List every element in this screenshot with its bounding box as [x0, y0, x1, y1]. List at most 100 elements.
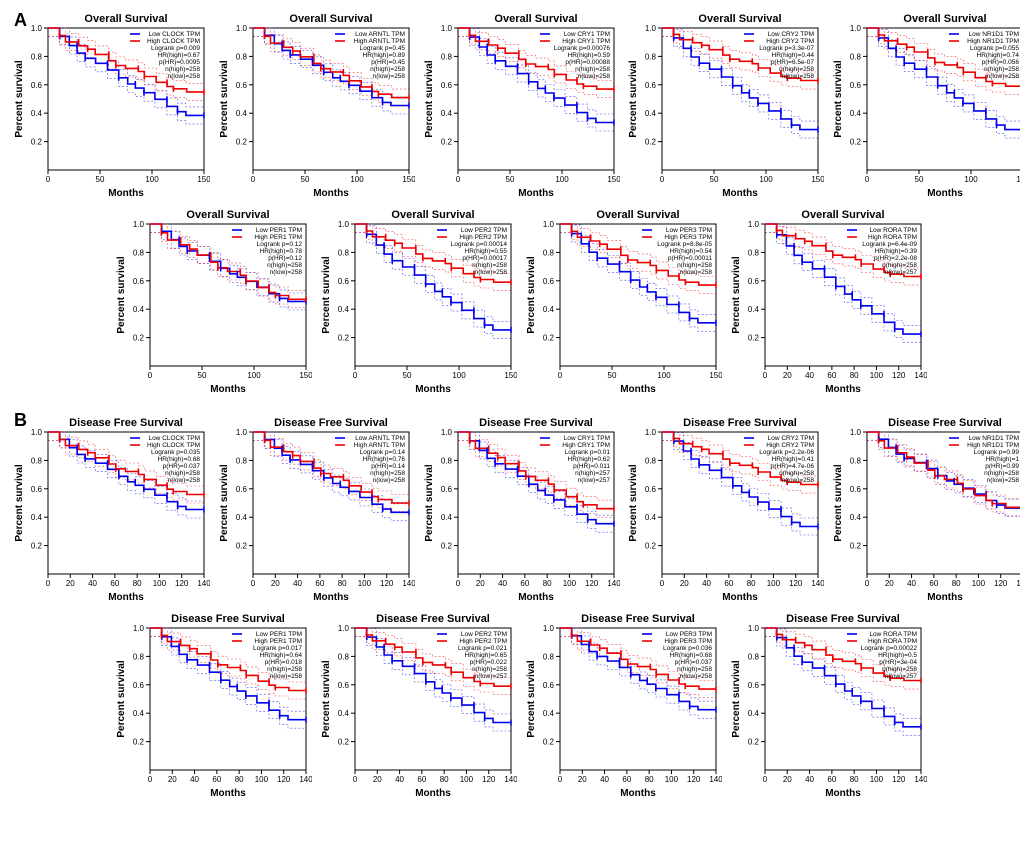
svg-text:1.0: 1.0	[543, 220, 555, 229]
km-plot-ARNTL: Overall Survival0.20.40.60.81.0050100150…	[215, 10, 415, 200]
km-plot-PER3: Disease Free Survival0.20.40.60.81.00204…	[522, 610, 722, 800]
svg-text:100: 100	[452, 371, 466, 380]
svg-text:0.6: 0.6	[748, 277, 760, 286]
svg-text:140: 140	[709, 775, 722, 784]
svg-text:0: 0	[353, 775, 358, 784]
svg-text:0: 0	[660, 579, 665, 588]
x-axis-label: Months	[108, 592, 144, 603]
legend-line: n(high)=258	[267, 666, 302, 673]
svg-text:0.6: 0.6	[850, 485, 862, 494]
svg-text:80: 80	[747, 579, 756, 588]
svg-text:60: 60	[827, 775, 836, 784]
svg-text:140: 140	[197, 579, 210, 588]
svg-text:0.6: 0.6	[645, 485, 657, 494]
legend-line: Logrank p=0.14	[359, 449, 405, 456]
svg-text:80: 80	[542, 579, 551, 588]
legend-line: High PER2 TPM	[459, 638, 507, 645]
x-axis-label: Months	[415, 384, 451, 395]
legend-line: High CRY1 TPM	[562, 442, 610, 449]
legend-line: High CLOCK TPM	[147, 38, 200, 45]
svg-text:20: 20	[373, 775, 382, 784]
x-axis-label: Months	[210, 788, 246, 799]
legend-line: n(low)=258	[270, 269, 303, 276]
svg-text:0.2: 0.2	[645, 542, 657, 551]
svg-text:0.4: 0.4	[543, 709, 555, 718]
svg-text:40: 40	[498, 579, 507, 588]
survival-panel-RORA: Overall Survival0.20.40.60.81.0020406080…	[727, 206, 928, 396]
y-axis-label: Percent survival	[526, 660, 537, 737]
svg-text:60: 60	[315, 579, 324, 588]
svg-text:40: 40	[805, 775, 814, 784]
legend-line: n(low)=257	[885, 673, 918, 680]
svg-text:0.2: 0.2	[236, 138, 248, 147]
svg-text:0.6: 0.6	[236, 485, 248, 494]
legend-line: n(high)=258	[370, 66, 405, 73]
svg-text:0: 0	[251, 175, 256, 184]
svg-text:0.2: 0.2	[543, 738, 555, 747]
svg-text:1.0: 1.0	[748, 624, 760, 633]
svg-text:0.2: 0.2	[850, 138, 862, 147]
svg-text:100: 100	[760, 175, 774, 184]
survival-panel-CRY2: Overall Survival0.20.40.60.81.0050100150…	[624, 10, 825, 200]
legend-line: n(low)=258	[168, 477, 201, 484]
legend-line: Low CRY2 TPM	[768, 31, 814, 38]
svg-text:80: 80	[337, 579, 346, 588]
svg-text:150: 150	[607, 175, 620, 184]
os-row-2: Overall Survival0.20.40.60.81.0050100150…	[112, 206, 928, 396]
legend-line: n(low)=258	[270, 673, 303, 680]
x-axis-label: Months	[313, 592, 349, 603]
svg-text:100: 100	[870, 371, 884, 380]
legend-line: High CLOCK TPM	[147, 442, 200, 449]
svg-text:0: 0	[763, 371, 768, 380]
legend-line: n(high)=258	[984, 470, 1019, 477]
svg-text:0.6: 0.6	[645, 81, 657, 90]
plot-title: Overall Survival	[84, 13, 167, 25]
svg-text:0: 0	[455, 175, 460, 184]
svg-text:0.8: 0.8	[645, 52, 657, 61]
legend-line: Logrank p=0.99	[974, 449, 1020, 456]
legend-line: High PER1 TPM	[254, 234, 302, 241]
legend-line: p(HR)=0.14	[371, 463, 405, 470]
svg-text:100: 100	[665, 775, 679, 784]
legend-line: p(HR)=0.022	[470, 659, 508, 666]
svg-text:100: 100	[767, 579, 781, 588]
plot-title: Disease Free Survival	[581, 613, 695, 625]
legend-line: p(HR)=0.037	[675, 659, 713, 666]
svg-text:120: 120	[892, 371, 906, 380]
svg-text:50: 50	[403, 371, 412, 380]
legend-line: Logrank p=3.3e-07	[760, 45, 815, 52]
svg-text:20: 20	[168, 775, 177, 784]
svg-text:0.8: 0.8	[645, 456, 657, 465]
km-plot-PER2: Disease Free Survival0.20.40.60.81.00204…	[317, 610, 517, 800]
svg-text:0.2: 0.2	[31, 542, 43, 551]
svg-text:20: 20	[680, 579, 689, 588]
legend-line: n(low)=258	[782, 73, 815, 80]
km-plot-CRY2: Disease Free Survival0.20.40.60.81.00204…	[624, 414, 824, 604]
legend-line: n(high)=257	[575, 470, 610, 477]
x-axis-label: Months	[210, 384, 246, 395]
y-axis-label: Percent survival	[833, 60, 844, 137]
svg-text:0.4: 0.4	[645, 109, 657, 118]
x-axis-label: Months	[518, 188, 554, 199]
svg-text:150: 150	[299, 371, 312, 380]
legend-line: Low NR1D1 TPM	[969, 31, 1019, 38]
svg-text:0.8: 0.8	[338, 652, 350, 661]
legend-line: HR(high)=0.59	[567, 52, 610, 59]
svg-text:20: 20	[475, 579, 484, 588]
legend-line: n(low)=258	[372, 477, 405, 484]
y-axis-label: Percent survival	[116, 660, 127, 737]
legend-line: p(HR)=0.99	[985, 463, 1019, 470]
svg-text:100: 100	[972, 579, 986, 588]
plot-title: Overall Survival	[596, 209, 679, 221]
svg-text:50: 50	[608, 371, 617, 380]
svg-text:140: 140	[299, 775, 312, 784]
x-axis-label: Months	[415, 788, 451, 799]
legend-line: p(HR)=6.5e-07	[771, 59, 815, 66]
legend-line: p(HR)=3e-04	[879, 659, 917, 666]
svg-text:1.0: 1.0	[133, 624, 145, 633]
legend-line: HR(high)=0.68	[670, 652, 713, 659]
legend-line: High RORA TPM	[868, 638, 917, 645]
x-axis-label: Months	[518, 592, 554, 603]
legend-line: p(HR)=0.056	[982, 59, 1020, 66]
survival-panel-PER3: Disease Free Survival0.20.40.60.81.00204…	[522, 610, 723, 800]
